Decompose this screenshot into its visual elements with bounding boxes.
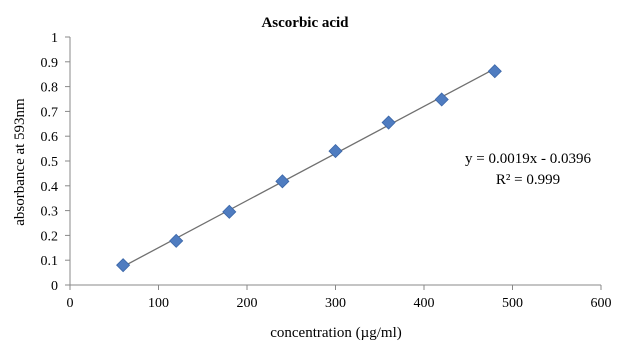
- x-tick-label: 0: [67, 296, 74, 311]
- data-point: [328, 144, 343, 159]
- y-tick-label: 1: [51, 31, 58, 46]
- y-tick-label: 0.8: [41, 81, 59, 96]
- r-squared-label: R² = 0.999: [496, 172, 560, 188]
- x-tick-label: 200: [237, 296, 258, 311]
- trendline: [122, 68, 496, 268]
- chart-title: Ascorbic acid: [261, 15, 349, 31]
- y-tick-label: 0.3: [41, 205, 59, 220]
- y-tick-label: 0.7: [41, 105, 59, 120]
- x-tick-label: 100: [148, 296, 169, 311]
- y-tick-label: 0.9: [41, 56, 59, 71]
- y-tick-label: 0.2: [41, 229, 59, 244]
- y-tick-label: 0.5: [41, 155, 59, 170]
- data-point: [275, 174, 290, 189]
- x-tick-label: 600: [591, 296, 612, 311]
- y-tick-label: 0.1: [41, 254, 59, 269]
- axes: [65, 36, 602, 290]
- data-point: [222, 204, 237, 219]
- trendline-group: [122, 68, 496, 268]
- trendline-equation: y = 0.0019x - 0.0396: [465, 151, 591, 167]
- data-points: [116, 64, 502, 273]
- data-point: [116, 258, 131, 273]
- x-tick-label: 500: [502, 296, 523, 311]
- y-axis-label: absorbance at 593nm: [12, 98, 28, 226]
- x-tick-labels: 0 100 200 300 400 500 600: [67, 296, 612, 311]
- data-point: [434, 92, 449, 107]
- y-tick-label: 0: [51, 279, 58, 294]
- x-tick-label: 300: [325, 296, 346, 311]
- data-point: [487, 64, 502, 79]
- y-tick-label: 0.4: [41, 180, 59, 195]
- x-tick-label: 400: [414, 296, 435, 311]
- data-point: [169, 233, 184, 248]
- data-point: [381, 115, 396, 130]
- y-tick-labels: 0 0.1 0.2 0.3 0.4 0.5 0.6 0.7 0.8 0.9 1: [41, 31, 59, 294]
- y-tick-label: 0.6: [41, 130, 59, 145]
- x-axis-label: concentration (µg/ml): [270, 325, 402, 341]
